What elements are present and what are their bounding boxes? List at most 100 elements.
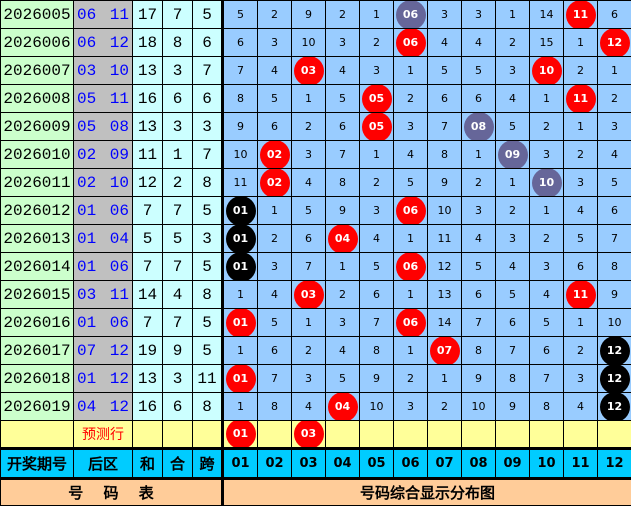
miss-count: 4 [258,57,292,85]
header-number-03: 03 [292,449,326,479]
miss-count: 2 [326,281,360,309]
miss-count: 4 [496,253,530,281]
miss-count: 10 [223,141,258,169]
header-number-09: 09 [496,449,530,479]
number-cell-11: 11 [564,281,598,309]
number-cell-12: 12 [598,365,631,393]
number-cell-04: 04 [326,393,360,421]
miss-count: 5 [258,85,292,113]
combined-value: 5 [163,225,193,253]
number-cell-06: 06 [394,253,428,281]
ball-black: 01 [226,225,256,253]
combined-value: 9 [163,337,193,365]
miss-count: 3 [394,393,428,421]
miss-count: 2 [496,29,530,57]
number-cell-06: 06 [394,309,428,337]
miss-count: 11 [223,169,258,197]
miss-count: 5 [598,169,631,197]
header-number-05: 05 [360,449,394,479]
empty-cell [133,421,163,449]
miss-count: 10 [462,393,496,421]
miss-count: 1 [496,1,530,29]
miss-count: 5 [326,365,360,393]
number-cell-08: 08 [462,113,496,141]
back-zone-numbers: 07 12 [74,337,133,365]
sum-value: 13 [133,113,163,141]
span-value: 7 [193,141,223,169]
ball-red: 03 [294,281,324,309]
combined-value: 6 [163,85,193,113]
miss-count: 5 [258,309,292,337]
number-cell-11 [564,421,598,449]
miss-count: 3 [258,253,292,281]
miss-count: 10 [360,393,394,421]
back-zone-numbers: 01 04 [74,225,133,253]
issue-number: 2026015 [1,281,74,309]
sum-value: 18 [133,29,163,57]
miss-count: 3 [496,57,530,85]
sum-value: 11 [133,141,163,169]
miss-count: 1 [394,337,428,365]
miss-count: 3 [292,365,326,393]
ball-red: 04 [328,393,358,421]
miss-count: 2 [326,1,360,29]
back-zone-numbers: 01 06 [74,197,133,225]
number-cell-02 [258,421,292,449]
miss-count: 6 [258,113,292,141]
miss-count: 1 [223,337,258,365]
ball-red: 07 [430,337,460,365]
number-cell-05: 05 [360,113,394,141]
miss-count: 2 [360,29,394,57]
miss-count: 3 [598,113,631,141]
miss-count: 5 [462,253,496,281]
header-combined: 合 [163,449,193,479]
ball-purple: 10 [532,169,562,197]
ball-red: 02 [260,141,290,169]
issue-number: 2026011 [1,169,74,197]
miss-count: 7 [428,113,462,141]
miss-count: 6 [223,29,258,57]
number-cell-10: 10 [530,57,564,85]
combined-value: 7 [163,309,193,337]
sum-value: 19 [133,337,163,365]
miss-count: 3 [326,29,360,57]
miss-count: 7 [223,57,258,85]
miss-count: 3 [258,29,292,57]
miss-count: 7 [462,309,496,337]
span-value: 5 [193,1,223,29]
miss-count: 4 [428,29,462,57]
miss-count: 9 [360,365,394,393]
miss-count: 4 [564,197,598,225]
number-cell-04: 04 [326,225,360,253]
ball-red: 02 [260,169,290,197]
ball-purple: 06 [396,1,426,29]
back-zone-numbers: 06 12 [74,29,133,57]
combined-value: 2 [163,169,193,197]
span-value: 5 [193,337,223,365]
back-zone-numbers: 02 10 [74,169,133,197]
number-cell-04 [326,421,360,449]
issue-number: 2026005 [1,1,74,29]
number-cell-06: 06 [394,1,428,29]
span-value: 5 [193,253,223,281]
back-zone-numbers: 05 11 [74,85,133,113]
number-cell-12 [598,421,631,449]
back-zone-numbers: 01 12 [74,365,133,393]
number-cell-03: 03 [292,281,326,309]
combined-value: 1 [163,141,193,169]
miss-count: 6 [462,85,496,113]
ball-red: 04 [328,225,358,253]
miss-count: 3 [360,57,394,85]
miss-count: 1 [598,57,631,85]
miss-count: 6 [360,281,394,309]
miss-count: 2 [530,225,564,253]
number-cell-02: 02 [258,141,292,169]
miss-count: 8 [496,365,530,393]
ball-black: 12 [600,393,630,421]
header-number-11: 11 [564,449,598,479]
